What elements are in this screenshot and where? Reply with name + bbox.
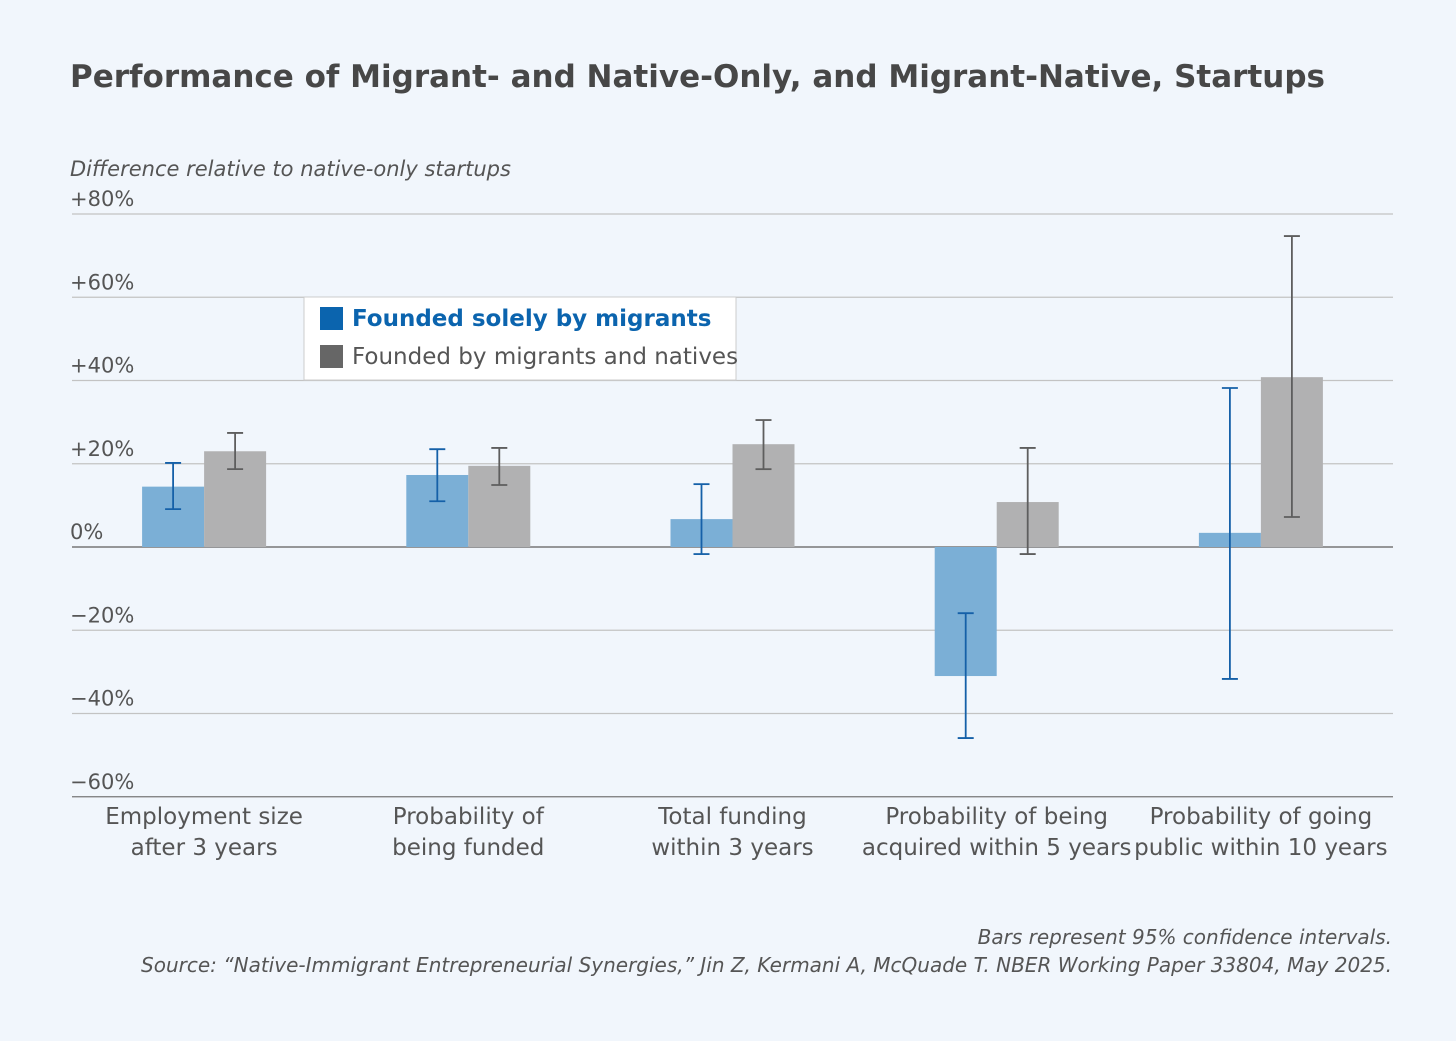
- y-tick-label: 0%: [70, 520, 103, 544]
- y-tick-label: +40%: [70, 354, 134, 378]
- y-tick-label: −60%: [70, 770, 134, 794]
- note-source: Source: “Native-Immigrant Entrepreneuria…: [141, 953, 1392, 977]
- legend-swatch-mixed: [320, 345, 343, 368]
- x-tick-label: Probability of: [393, 804, 545, 830]
- y-tick-label: +20%: [70, 437, 134, 461]
- legend: Founded solely by migrants Founded by mi…: [303, 296, 738, 381]
- legend-swatch-migrants: [320, 307, 343, 330]
- y-tick-label: +60%: [70, 270, 134, 294]
- x-tick-label: after 3 years: [131, 835, 278, 861]
- y-tick-label: +80%: [70, 187, 134, 211]
- x-tick-label: acquired within 5 years: [862, 835, 1132, 861]
- x-tick-label: Probability of going: [1150, 804, 1373, 830]
- x-tick-label: Total funding: [657, 804, 806, 830]
- y-axis-label: Difference relative to native-only start…: [70, 157, 511, 181]
- x-tick-label: within 3 years: [651, 835, 813, 861]
- chart-title: Performance of Migrant- and Native-Only,…: [70, 59, 1325, 95]
- y-tick-label: −20%: [70, 603, 134, 627]
- x-tick-label: Employment size: [105, 804, 303, 830]
- y-tick-label: −40%: [70, 687, 134, 711]
- x-tick-label: Probability of being: [885, 804, 1108, 830]
- x-tick-label: being funded: [392, 835, 544, 861]
- note-ci: Bars represent 95% confidence intervals.: [978, 925, 1392, 949]
- legend-label-mixed: Founded by migrants and natives: [352, 344, 738, 370]
- legend-label-migrants: Founded solely by migrants: [352, 306, 711, 332]
- x-tick-label: public within 10 years: [1134, 835, 1387, 861]
